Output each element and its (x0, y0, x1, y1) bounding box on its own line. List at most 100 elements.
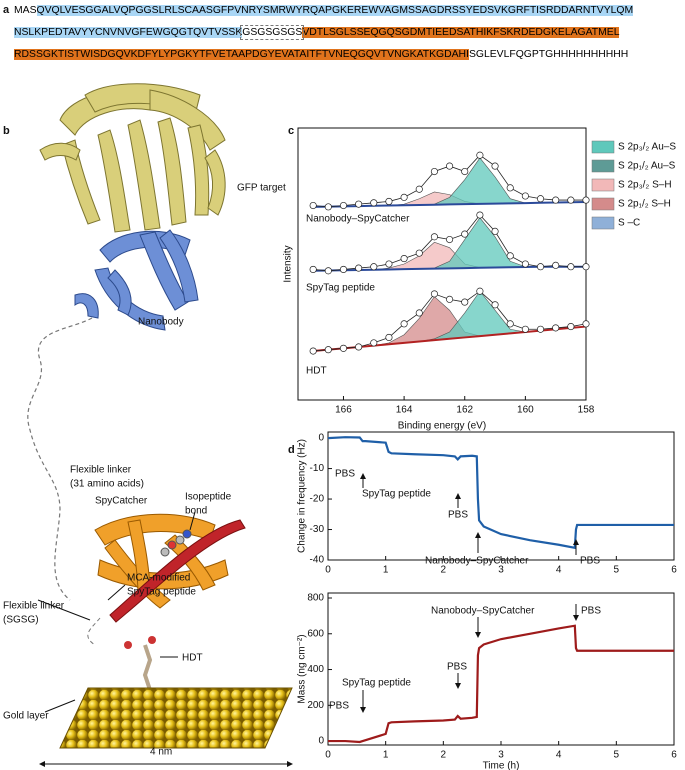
x-tick-label: 5 (614, 750, 620, 761)
fit-component (313, 296, 587, 352)
data-line (328, 624, 674, 744)
y-axis-label: Mass (ng cm⁻²) (297, 634, 308, 703)
annotation: PBS (580, 556, 600, 567)
illustration-label: Flexible linker (3, 601, 65, 612)
panel-label: c (288, 125, 294, 137)
data-point (339, 201, 348, 210)
x-tick-label: 1 (383, 750, 389, 761)
sequence-segment: GSGSGSGS (240, 25, 305, 40)
y-tick-label: -40 (310, 555, 325, 566)
data-point (491, 162, 499, 170)
x-tick-label: 0 (325, 750, 331, 761)
y-axis-label: Intensity (283, 245, 294, 282)
data-point (476, 211, 484, 219)
illustration-label: Gold layer (3, 711, 49, 722)
data-point (370, 263, 378, 271)
annotation: SpyTag peptide (342, 678, 411, 689)
legend-label: S 2p₁/₂ S–H (618, 199, 671, 210)
legend-label: S 2p₁/₂ Au–S (618, 161, 676, 172)
data-point (506, 252, 514, 260)
illustration-label: MCA-modified (127, 573, 190, 584)
data-point (461, 298, 469, 306)
data-point (521, 260, 529, 268)
sequence-line: MASQVQLVESGGALVQPGGSLRLSCAASGFPVNRYSMRWY… (14, 0, 685, 22)
x-axis-label: Time (h) (483, 761, 520, 770)
data-point (355, 200, 363, 208)
data-point (552, 261, 560, 269)
data-point (355, 343, 363, 351)
data-point (355, 264, 363, 272)
annotation: PBS (448, 510, 468, 521)
x-tick-label: 0 (325, 565, 331, 576)
x-tick-label: 6 (671, 750, 677, 761)
annotation: Nanobody–SpyCatcher (431, 606, 535, 617)
data-point (476, 151, 484, 159)
data-point (446, 295, 454, 303)
data-point (385, 260, 393, 268)
gold-layer (59, 687, 293, 749)
spectrum-label: HDT (306, 366, 327, 377)
spectrum-label: Nanobody–SpyCatcher (306, 214, 410, 225)
annotation: Nanobody–SpyCatcher (425, 556, 529, 567)
y-tick-label: 0 (318, 736, 324, 747)
data-point (582, 196, 590, 204)
illustration-label: bond (185, 506, 207, 517)
legend-swatch (591, 216, 615, 230)
data-point (582, 263, 590, 271)
data-point (567, 323, 575, 331)
data-point (461, 230, 469, 238)
sequence-segment: NSLKPEDTAVYYCNVNVGFEWGQGTQVTVSSK (14, 27, 243, 38)
legend-swatch (591, 140, 615, 154)
illustration-label: Isopeptide (185, 492, 232, 503)
y-axis-label: Change in frequency (Hz) (297, 439, 308, 553)
protein-illustration (27, 83, 293, 767)
x-tick-label: 6 (671, 565, 677, 576)
data-point (430, 290, 438, 298)
x-tick-label: 166 (335, 405, 352, 416)
data-point (309, 347, 317, 355)
legend-swatch (591, 197, 615, 211)
sequence-line: NSLKPEDTAVYYCNVNVGFEWGQGTQVTVSSKGSGSGSGS… (14, 22, 685, 44)
x-tick-label: 5 (614, 565, 620, 576)
data-point (446, 162, 454, 170)
y-tick-label: 800 (307, 593, 324, 604)
annotation: PBS (447, 662, 467, 673)
linker (27, 317, 93, 601)
data-point (385, 197, 393, 205)
sequence-line: RDSSGKTISTWISDGQVKDFYLYPGKYTFVETAAPDGYEV… (14, 44, 685, 66)
data-line (327, 436, 674, 550)
data-point (385, 333, 393, 341)
illustration-label: SpyTag peptide (127, 587, 196, 598)
annotation: PBS (581, 606, 601, 617)
data-point (309, 201, 317, 210)
illustration-label: (SGSG) (3, 615, 39, 626)
y-tick-label: -20 (310, 494, 325, 505)
y-tick-label: 400 (307, 664, 324, 675)
x-axis-label: Binding energy (eV) (398, 421, 486, 432)
legend-swatch (591, 159, 615, 173)
data-point (400, 255, 408, 263)
annotation: PBS (329, 701, 349, 712)
annotation: PBS (335, 469, 355, 480)
data-point (552, 196, 560, 204)
sequence-segment: SGLEVLFQGPTGHHHHHHHHHH (468, 49, 629, 60)
data-point (309, 265, 317, 273)
data-point (370, 199, 378, 207)
illustration-label: (31 amino acids) (70, 479, 144, 490)
data-point (400, 193, 408, 201)
data-point (324, 346, 332, 354)
legend-label: S 2p₃/₂ Au–S (618, 142, 676, 153)
x-tick-label: 3 (498, 565, 504, 576)
illustration-label: 4 nm (150, 747, 172, 758)
y-tick-label: -30 (310, 524, 325, 535)
data-point (552, 324, 560, 332)
data-point (415, 249, 423, 257)
x-tick-label: 162 (456, 405, 473, 416)
sequence-segment: RDSSGKTISTWISDGQVKDFYLYPGKYTFVETAAPDGYEV… (14, 49, 469, 60)
data-point (415, 185, 423, 193)
panel-label: b (3, 125, 10, 137)
panel-label: d (288, 444, 295, 456)
x-tick-label: 164 (396, 405, 413, 416)
legend-swatch (591, 178, 615, 192)
